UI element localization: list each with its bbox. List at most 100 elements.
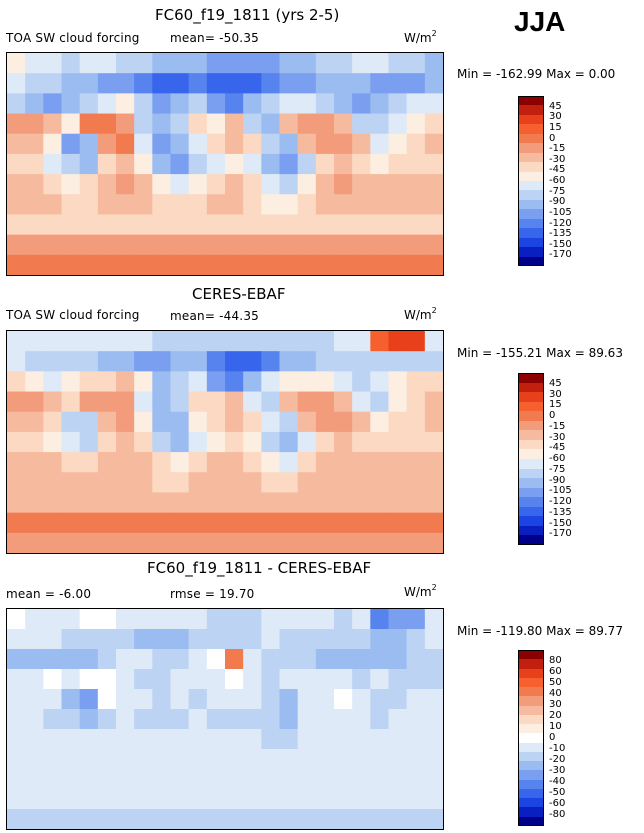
heatmap-cell bbox=[79, 351, 99, 372]
heatmap-cell bbox=[61, 153, 81, 175]
heatmap-cell bbox=[243, 53, 262, 74]
heatmap-cell bbox=[315, 331, 335, 352]
heatmap-cell bbox=[97, 153, 117, 175]
heatmap-cell bbox=[7, 512, 26, 534]
heatmap-cell bbox=[43, 431, 63, 453]
heatmap-cell bbox=[170, 669, 190, 690]
heatmap-cell bbox=[297, 214, 317, 236]
heatmap-cell bbox=[170, 371, 190, 393]
heatmap-cell bbox=[43, 452, 63, 473]
heatmap-cell bbox=[388, 532, 408, 553]
heatmap-cell bbox=[388, 472, 408, 494]
heatmap-cell bbox=[297, 93, 317, 115]
heatmap-cell bbox=[79, 431, 99, 453]
heatmap-cell bbox=[61, 649, 81, 670]
heatmap-cell bbox=[370, 351, 390, 372]
colorbar-tick-label: 15 bbox=[549, 399, 562, 411]
heatmap-cell bbox=[97, 689, 117, 710]
heatmap-cell bbox=[188, 431, 208, 453]
heatmap-cell bbox=[388, 371, 408, 393]
heatmap-cell bbox=[116, 411, 135, 433]
colorbar-tick-label: 30 bbox=[549, 699, 562, 710]
heatmap-cell bbox=[170, 194, 190, 216]
heatmap-cell bbox=[297, 472, 317, 494]
heatmap-cell bbox=[97, 749, 117, 770]
heatmap-cell bbox=[370, 113, 390, 135]
heatmap-cell bbox=[406, 789, 426, 810]
colorbar-tick-label: -50 bbox=[549, 787, 566, 798]
heatmap-cell bbox=[261, 431, 281, 453]
heatmap-cell bbox=[188, 133, 208, 155]
observation-panel: CERES-EBAF TOA SW cloud forcing mean= -4… bbox=[6, 285, 623, 554]
heatmap-cell bbox=[388, 73, 408, 94]
heatmap-cell bbox=[25, 609, 44, 630]
heatmap-cell bbox=[61, 609, 81, 630]
heatmap-cell bbox=[315, 113, 335, 135]
heatmap-cell bbox=[334, 133, 353, 155]
heatmap-cell bbox=[225, 512, 244, 534]
heatmap-cell bbox=[97, 769, 117, 790]
heatmap-cell bbox=[61, 391, 81, 413]
heatmap-cell bbox=[116, 93, 135, 115]
heatmap-cell bbox=[406, 234, 426, 256]
heatmap-cell bbox=[424, 133, 443, 155]
heatmap-cell bbox=[352, 669, 371, 690]
heatmap-cell bbox=[388, 391, 408, 413]
heatmap-cell bbox=[61, 492, 81, 514]
heatmap-cell bbox=[370, 371, 390, 393]
heatmap-cell bbox=[424, 649, 443, 670]
heatmap-cell bbox=[79, 411, 99, 433]
heatmap-cell bbox=[370, 729, 390, 750]
heatmap-cell bbox=[406, 113, 426, 135]
heatmap-cell bbox=[243, 411, 262, 433]
heatmap-cell bbox=[134, 689, 153, 710]
heatmap-cell bbox=[243, 629, 262, 650]
heatmap-cell bbox=[388, 431, 408, 453]
heatmap-cell bbox=[261, 93, 281, 115]
heatmap-cell bbox=[25, 749, 44, 770]
heatmap-cell bbox=[116, 254, 135, 275]
heatmap-cell bbox=[279, 709, 299, 730]
colorbar-tick-label: -75 bbox=[549, 185, 566, 197]
heatmap-cell bbox=[170, 331, 190, 352]
map-plot bbox=[6, 52, 444, 276]
heatmap-cell bbox=[61, 371, 81, 393]
heatmap-cell bbox=[334, 371, 353, 393]
heatmap-cell bbox=[188, 254, 208, 275]
heatmap-cell bbox=[188, 153, 208, 175]
heatmap-cell bbox=[61, 431, 81, 453]
heatmap-cell bbox=[25, 411, 44, 433]
heatmap-cell bbox=[315, 391, 335, 413]
heatmap-cell bbox=[261, 194, 281, 216]
heatmap-cell bbox=[152, 532, 172, 553]
variable-label: TOA SW cloud forcing bbox=[6, 308, 140, 322]
heatmap-cell bbox=[79, 669, 99, 690]
heatmap-cell bbox=[424, 73, 443, 94]
heatmap-cell bbox=[279, 93, 299, 115]
heatmap-cell bbox=[134, 73, 153, 94]
heatmap-cell bbox=[188, 452, 208, 473]
heatmap-cell bbox=[424, 452, 443, 473]
heatmap-cell bbox=[370, 769, 390, 790]
heatmap-cell bbox=[134, 532, 153, 553]
heatmap-cell bbox=[243, 689, 262, 710]
heatmap-cell bbox=[152, 729, 172, 750]
heatmap-cell bbox=[25, 93, 44, 115]
heatmap-cell bbox=[261, 649, 281, 670]
heatmap-cell bbox=[352, 331, 371, 352]
heatmap-cell bbox=[188, 809, 208, 829]
heatmap-cell bbox=[7, 133, 26, 155]
heatmap-cell bbox=[315, 53, 335, 74]
heatmap-cell bbox=[225, 472, 244, 494]
heatmap-cell bbox=[388, 809, 408, 829]
colorbar-tick-label: -75 bbox=[549, 463, 566, 475]
heatmap-cell bbox=[424, 254, 443, 275]
heatmap-cell bbox=[134, 629, 153, 650]
heatmap-cell bbox=[279, 234, 299, 256]
heatmap-cell bbox=[188, 472, 208, 494]
heatmap-cell bbox=[7, 452, 26, 473]
heatmap-cell bbox=[170, 649, 190, 670]
heatmap-cell bbox=[43, 492, 63, 514]
heatmap-cell bbox=[188, 609, 208, 630]
